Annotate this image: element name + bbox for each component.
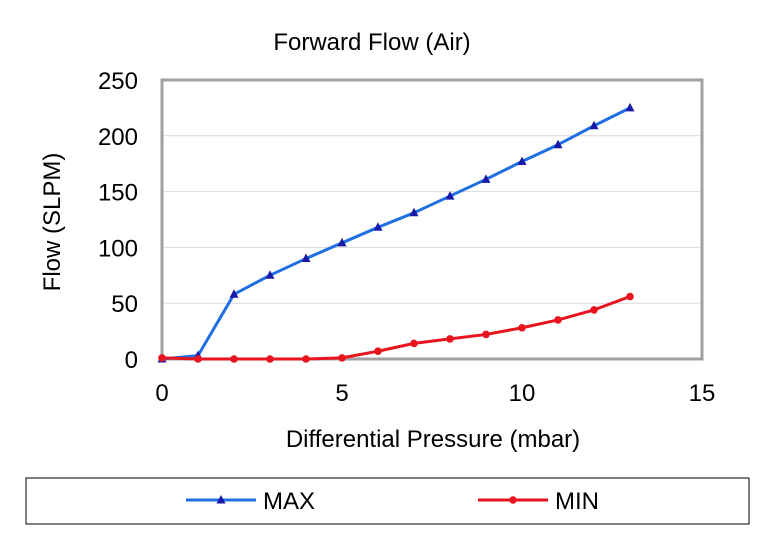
max-point: [301, 253, 311, 263]
y-axis-title: Flow (SLPM): [39, 153, 66, 292]
x-tick-label: 15: [689, 380, 716, 407]
legend-item-max: MAX: [186, 488, 315, 515]
min-point: [518, 323, 526, 332]
max-point: [445, 191, 455, 200]
max-point: [373, 222, 383, 231]
legend: MAX MIN: [186, 488, 599, 515]
min-point: [509, 496, 517, 504]
chart-title: Forward Flow (Air): [273, 29, 470, 56]
min-point: [158, 354, 166, 362]
max-point: [625, 102, 635, 112]
min-point: [374, 347, 382, 355]
max-series: [157, 102, 635, 363]
min-point: [590, 306, 598, 314]
max-point: [553, 139, 563, 149]
legend-box: [25, 477, 750, 525]
min-line: [161, 295, 631, 361]
y-tick-label: 50: [111, 291, 138, 318]
legend-label: MIN: [555, 488, 599, 515]
x-axis-ticks: 0 5 10 15: [155, 380, 715, 407]
x-tick-label: 5: [335, 380, 348, 407]
max-point: [589, 120, 599, 130]
y-tick-label: 200: [98, 124, 138, 151]
y-tick-label: 250: [98, 68, 138, 95]
max-point: [517, 156, 527, 165]
series-layer: [157, 102, 635, 363]
min-point: [302, 355, 310, 363]
max-point: [337, 237, 347, 247]
legend-label: MAX: [263, 488, 315, 515]
x-tick-label: 10: [509, 380, 536, 407]
max-point: [229, 289, 239, 298]
min-point: [194, 355, 202, 363]
max-point: [481, 174, 491, 183]
y-axis-ticks: 0 50 100 150 200 250: [98, 68, 138, 374]
min-point: [338, 354, 346, 362]
min-point: [230, 355, 238, 363]
max-point: [216, 495, 226, 504]
min-point: [266, 355, 274, 363]
min-point: [410, 339, 418, 348]
min-point: [626, 292, 634, 301]
y-tick-label: 0: [125, 347, 138, 374]
legend-item-min: MIN: [478, 488, 599, 515]
gridlines: [162, 135, 702, 304]
y-tick-label: 100: [98, 235, 138, 262]
min-point: [482, 330, 490, 339]
min-point: [554, 316, 562, 324]
x-axis-title: Differential Pressure (mbar): [286, 426, 580, 453]
y-tick-label: 150: [98, 180, 138, 207]
max-line: [161, 106, 631, 361]
max-point: [409, 207, 419, 217]
max-point: [265, 270, 275, 279]
min-series: [158, 292, 634, 363]
plot-area-frame: [160, 78, 704, 361]
x-tick-label: 0: [155, 380, 168, 407]
min-point: [446, 335, 454, 343]
